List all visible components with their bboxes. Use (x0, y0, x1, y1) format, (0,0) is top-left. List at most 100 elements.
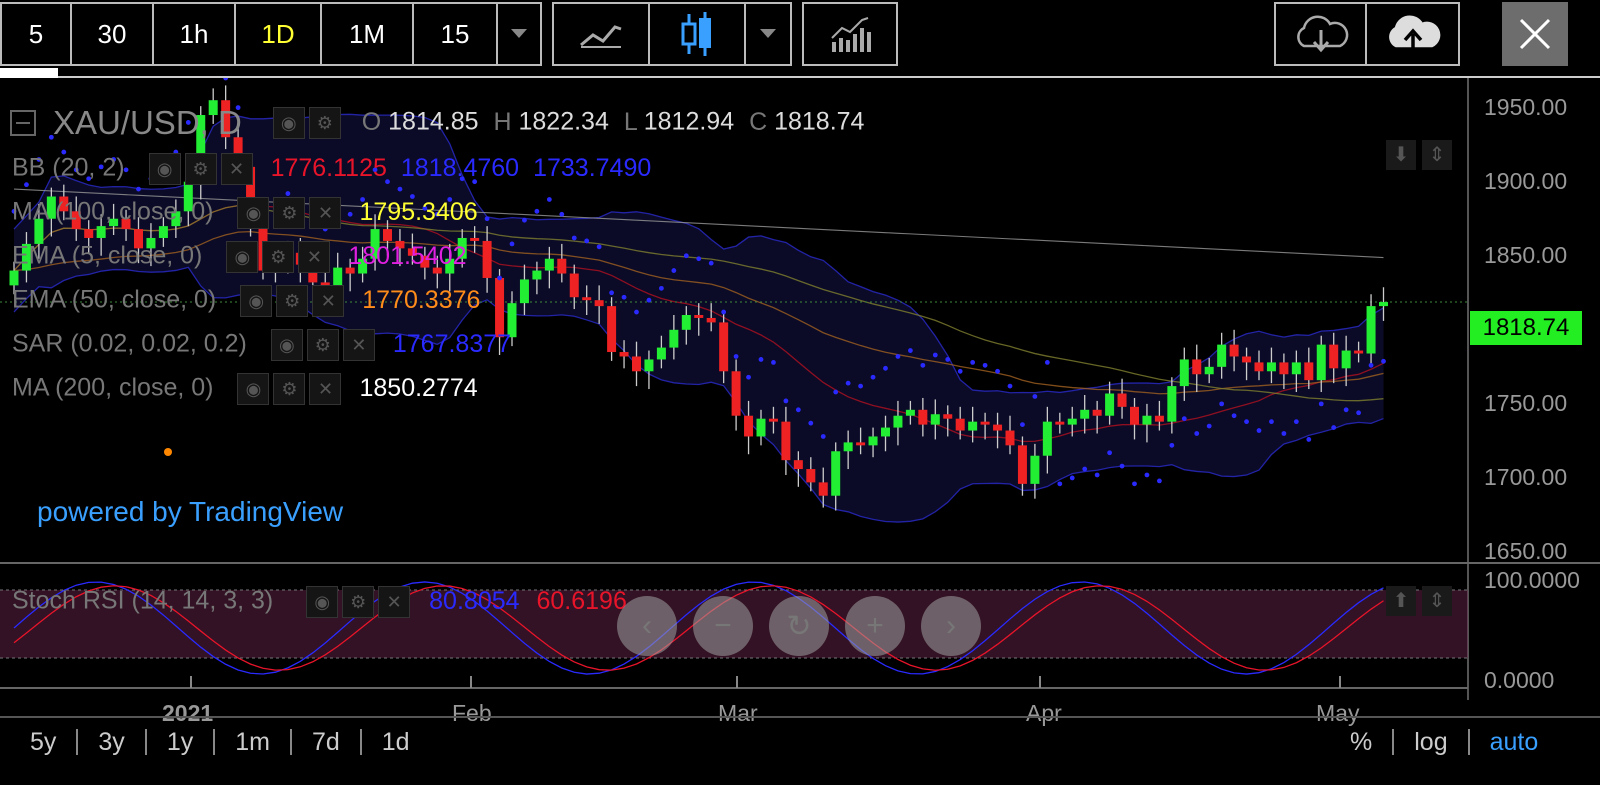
candle-body (1279, 362, 1289, 375)
sar-dot (596, 244, 602, 250)
close-button[interactable] (1502, 2, 1568, 66)
sar-dot (1057, 481, 1063, 487)
range-5y[interactable]: 5y (10, 729, 79, 755)
range-1y[interactable]: 1y (147, 729, 216, 755)
remove-icon[interactable]: ✕ (342, 329, 375, 361)
candle-body (1217, 344, 1227, 367)
eye-icon[interactable]: ◉ (240, 285, 273, 317)
stoch-expand-button[interactable]: ⇕ (1422, 586, 1452, 616)
eye-icon[interactable]: ◉ (306, 586, 339, 618)
cloud-download-icon (1296, 15, 1348, 53)
stoch-d-value: 60.6196 (536, 586, 627, 615)
sar-dot (870, 374, 876, 380)
interval-dropdown[interactable] (498, 4, 540, 64)
candle-body (856, 442, 866, 446)
sar-dot (1044, 360, 1050, 365)
candlestick-button[interactable] (650, 4, 746, 64)
indicator-value: 1818.4760 (400, 153, 520, 182)
scroll-down-button[interactable]: ⬇ (1386, 140, 1416, 170)
scroll-left-button[interactable]: ‹ (617, 596, 677, 656)
interval-1d[interactable]: 1D (236, 4, 322, 64)
sar-dot (360, 197, 365, 202)
indicator-legend-row: EMA (5, close, 0) ◉ ⚙ ✕ 1801.5402 (12, 241, 467, 273)
scroll-right-button[interactable]: › (921, 596, 981, 656)
gear-icon[interactable]: ⚙ (276, 285, 309, 317)
sar-dot (509, 241, 515, 247)
scale-percent[interactable]: % (1330, 729, 1395, 755)
indicator-value: 1776.1125 (270, 153, 387, 182)
symbol-title: XAU/USD, D (52, 104, 242, 141)
interval-1m[interactable]: 1M (322, 4, 414, 64)
interval-30[interactable]: 30 (72, 4, 154, 64)
range-3y[interactable]: 3y (78, 729, 147, 755)
scale-log[interactable]: log (1394, 729, 1470, 755)
candle-body (893, 415, 903, 428)
range-1d[interactable]: 1d (381, 728, 410, 756)
collapse-icon[interactable] (10, 110, 36, 136)
scale-auto[interactable]: auto (1489, 728, 1539, 756)
sar-dot (1256, 428, 1262, 433)
remove-icon[interactable]: ✕ (378, 586, 411, 618)
ema50-line (13, 230, 1384, 395)
range-1m[interactable]: 1m (215, 729, 292, 755)
sar-dot (982, 362, 988, 368)
sar-dot (385, 179, 390, 185)
remove-icon[interactable]: ✕ (312, 285, 345, 317)
sar-dot (808, 420, 814, 426)
sar-dot (1219, 401, 1225, 407)
cloud-upload-button[interactable] (1367, 4, 1458, 64)
gear-icon[interactable]: ⚙ (273, 373, 306, 405)
gear-icon[interactable]: ⚙ (184, 153, 217, 185)
sar-dot (1331, 425, 1337, 430)
interval-5[interactable]: 5 (2, 4, 72, 64)
candle-body (1379, 302, 1388, 307)
sar-dot (11, 208, 17, 214)
line-chart-button[interactable] (554, 4, 650, 64)
interval-15[interactable]: 15 (414, 4, 498, 64)
eye-icon[interactable]: ◉ (148, 153, 181, 185)
candle-body (407, 248, 417, 256)
zoom-out-button[interactable]: − (693, 596, 753, 656)
sar-dot (895, 354, 901, 359)
candle-body (395, 240, 405, 249)
sar-dot (86, 176, 92, 182)
chevron-down-icon (511, 29, 527, 38)
eye-icon[interactable]: ◉ (237, 373, 270, 405)
candle-body (420, 255, 430, 268)
gear-icon[interactable]: ⚙ (306, 329, 339, 361)
remove-icon[interactable]: ✕ (309, 373, 342, 405)
gear-icon[interactable]: ⚙ (342, 586, 375, 618)
remove-icon[interactable]: ✕ (220, 153, 253, 185)
candle-body (619, 352, 629, 357)
eye-icon[interactable]: ◉ (272, 107, 305, 139)
indicator-value: 1767.8377 (392, 329, 512, 358)
eye-icon[interactable]: ◉ (237, 197, 270, 229)
sar-dot (1194, 431, 1200, 436)
eye-icon[interactable]: ◉ (270, 329, 303, 361)
sar-dot (795, 407, 801, 413)
reset-button[interactable]: ↻ (769, 596, 829, 656)
expand-button[interactable]: ⇕ (1422, 140, 1452, 170)
chart-type-dropdown[interactable] (746, 4, 790, 64)
zoom-in-button[interactable]: + (845, 596, 905, 656)
gear-icon[interactable]: ⚙ (308, 107, 341, 139)
indicator-name: SAR (0.02, 0.02, 0.2) (12, 329, 247, 358)
candle-body (1117, 393, 1127, 407)
sar-dot (783, 398, 789, 404)
indicator-name: MA (100, close, 0) (12, 197, 214, 226)
interval-1h[interactable]: 1h (154, 4, 236, 64)
indicator-value: 1850.2774 (359, 373, 478, 402)
gear-icon[interactable]: ⚙ (262, 241, 295, 273)
gear-icon[interactable]: ⚙ (273, 197, 306, 229)
remove-icon[interactable]: ✕ (309, 197, 342, 229)
candle-body (1192, 359, 1202, 375)
cloud-download-button[interactable] (1276, 4, 1368, 64)
candle-body (1204, 366, 1214, 375)
stoch-up-button[interactable]: ⬆ (1386, 586, 1416, 616)
indicators-button[interactable] (802, 2, 898, 66)
eye-icon[interactable]: ◉ (226, 241, 259, 273)
range-7d[interactable]: 7d (292, 729, 362, 755)
candle-body (930, 414, 940, 425)
candle-body (183, 181, 193, 212)
remove-icon[interactable]: ✕ (298, 241, 331, 273)
